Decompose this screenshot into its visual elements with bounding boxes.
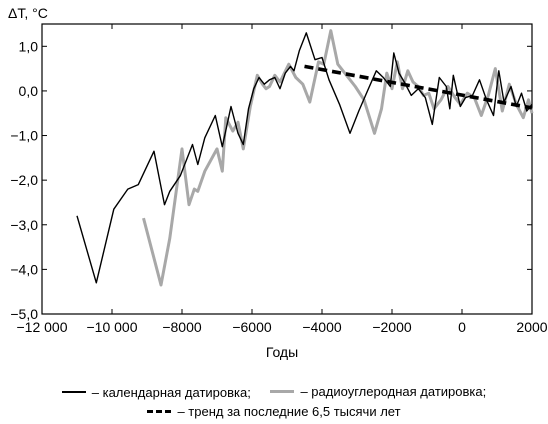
x-axis-title: Годы [266, 344, 298, 360]
legend-swatch-trend [147, 410, 172, 413]
x-tick-label: −4000 [302, 319, 342, 335]
x-tick-label: −12 000 [17, 319, 68, 335]
x-tick-label: −8000 [162, 319, 202, 335]
y-tick-label: −2,0 [10, 172, 38, 188]
x-tick-label: −6000 [232, 319, 272, 335]
series-trend-line [304, 64, 533, 110]
y-tick-label: −4,0 [10, 261, 38, 277]
x-tick-label: 2000 [516, 319, 547, 335]
y-tick-label: −3,0 [10, 217, 38, 233]
legend-label-radiocarbon: – радиоуглеродная датировка; [300, 384, 487, 399]
legend-swatch-radiocarbon [270, 390, 295, 393]
y-tick-label: −1,0 [10, 128, 38, 144]
x-tick-label: −10 000 [87, 319, 138, 335]
axis-ticks: −12 000 −10 000 −8000 −6000 −4000 −2000 0 2000 1… [10, 24, 548, 335]
series-radiocarbon-line [142, 29, 534, 287]
legend-item-radiocarbon: – радиоуглеродная датировка; [270, 384, 486, 399]
legend-label-trend: – тренд за последние 6,5 тысячи лет [177, 404, 401, 419]
legend-item-calendar: – календарная датировка; [61, 384, 251, 400]
legend-row-2: – тренд за последние 6,5 тысячи лет [0, 401, 548, 419]
x-tick-label: 0 [458, 319, 466, 335]
y-tick-label: 0,0 [19, 83, 39, 99]
legend-item-trend: – тренд за последние 6,5 тысячи лет [147, 404, 401, 419]
series-calendar-line [76, 32, 533, 284]
y-axis-title: ΔT, °C [8, 5, 48, 21]
legend-swatch-calendar [61, 391, 86, 393]
plot-area [41, 23, 533, 315]
y-tick-label: −5,0 [10, 306, 38, 322]
x-tick-label: −2000 [372, 319, 412, 335]
series-lines [76, 29, 534, 287]
legend-label-calendar: – календарная датировка; [91, 384, 251, 400]
legend-row-1: – календарная датировка; – радиоуглеродн… [0, 381, 548, 400]
y-tick-label: 1,0 [19, 38, 39, 54]
plot-frame [41, 23, 533, 315]
